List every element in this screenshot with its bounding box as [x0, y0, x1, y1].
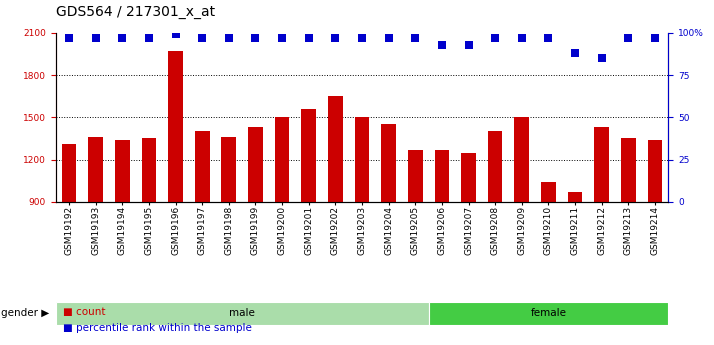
Bar	[248, 127, 263, 202]
Bar	[355, 117, 369, 202]
Bar	[408, 150, 423, 202]
Text: male: male	[229, 308, 255, 318]
Bar	[275, 117, 289, 202]
Point	[410, 35, 421, 41]
Point	[623, 35, 634, 41]
Bar	[56, 302, 428, 325]
Point	[223, 35, 234, 41]
Point	[64, 35, 75, 41]
Point	[516, 35, 528, 41]
Bar	[435, 150, 449, 202]
Point	[196, 35, 208, 41]
Bar	[221, 137, 236, 202]
Point	[144, 35, 155, 41]
Text: ■ count: ■ count	[63, 307, 106, 317]
Bar	[428, 302, 668, 325]
Point	[276, 35, 288, 41]
Point	[303, 35, 314, 41]
Bar	[115, 140, 130, 202]
Point	[463, 42, 474, 47]
Point	[490, 35, 501, 41]
Point	[649, 35, 660, 41]
Bar	[461, 152, 476, 202]
Bar	[594, 127, 609, 202]
Point	[436, 42, 448, 47]
Bar	[328, 96, 343, 202]
Bar	[488, 131, 503, 202]
Point	[569, 50, 580, 56]
Point	[250, 35, 261, 41]
Point	[170, 32, 181, 37]
Text: GDS564 / 217301_x_at: GDS564 / 217301_x_at	[56, 5, 215, 19]
Bar	[169, 51, 183, 202]
Bar	[195, 131, 209, 202]
Point	[116, 35, 128, 41]
Bar	[648, 140, 663, 202]
Bar	[61, 144, 76, 202]
Text: female: female	[531, 308, 566, 318]
Text: gender ▶: gender ▶	[1, 308, 50, 318]
Point	[596, 55, 608, 61]
Text: ■ percentile rank within the sample: ■ percentile rank within the sample	[63, 323, 252, 333]
Bar	[381, 124, 396, 202]
Point	[383, 35, 394, 41]
Point	[543, 35, 554, 41]
Bar	[515, 117, 529, 202]
Bar	[541, 182, 555, 202]
Bar	[301, 109, 316, 202]
Bar	[89, 137, 103, 202]
Point	[356, 35, 368, 41]
Point	[90, 35, 101, 41]
Bar	[621, 138, 635, 202]
Point	[330, 35, 341, 41]
Bar	[141, 138, 156, 202]
Bar	[568, 192, 583, 202]
